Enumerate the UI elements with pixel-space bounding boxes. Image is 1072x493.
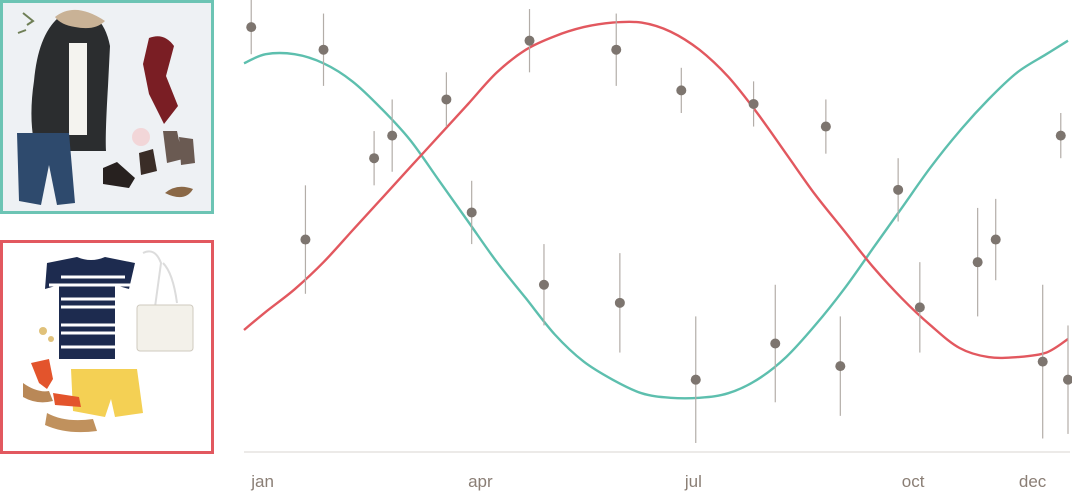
point-marker xyxy=(676,85,687,96)
data-point xyxy=(441,72,452,127)
summer-outfit-icon xyxy=(3,243,211,451)
point-marker xyxy=(387,130,398,141)
point-marker xyxy=(246,22,257,33)
data-point xyxy=(524,9,535,73)
data-point xyxy=(387,99,398,172)
winter-outfit-icon xyxy=(3,3,211,211)
data-point xyxy=(1055,113,1066,159)
data-point xyxy=(246,0,257,55)
points-layer xyxy=(246,0,1072,443)
point-marker xyxy=(614,297,625,308)
point-marker xyxy=(1063,374,1072,385)
point-marker xyxy=(835,361,846,372)
data-point xyxy=(990,198,1001,281)
point-marker xyxy=(1037,356,1048,367)
series-layer xyxy=(243,20,1069,400)
point-marker xyxy=(990,234,1001,245)
x-tick-label: apr xyxy=(468,472,493,491)
winter-outfit-panel xyxy=(0,0,214,214)
data-point xyxy=(466,180,477,245)
point-marker xyxy=(820,121,831,132)
point-marker xyxy=(318,44,329,55)
data-point xyxy=(369,131,380,186)
x-tick-label: dec xyxy=(1019,472,1047,491)
point-marker xyxy=(893,184,904,195)
data-point xyxy=(914,262,925,353)
x-tick-label: jul xyxy=(684,472,702,491)
point-marker xyxy=(441,94,452,105)
series-line-2 xyxy=(243,20,1069,360)
point-marker xyxy=(524,35,535,46)
point-marker xyxy=(1055,130,1066,141)
point-marker xyxy=(538,279,549,290)
point-marker xyxy=(369,153,380,164)
data-point xyxy=(538,244,549,326)
data-point xyxy=(835,316,846,416)
point-marker xyxy=(748,98,759,109)
data-point xyxy=(676,67,687,113)
data-point xyxy=(1063,325,1072,434)
data-point xyxy=(300,185,311,294)
summer-outfit-panel xyxy=(0,240,214,454)
point-marker xyxy=(300,234,311,245)
series-line-1 xyxy=(243,39,1069,400)
data-point xyxy=(972,207,983,317)
data-point xyxy=(614,253,625,353)
point-marker xyxy=(972,257,983,268)
x-tick-label: jan xyxy=(250,472,274,491)
data-point xyxy=(690,316,701,443)
x-tick-label: oct xyxy=(902,472,925,491)
data-point xyxy=(893,158,904,222)
data-point xyxy=(1037,284,1048,439)
data-point xyxy=(748,81,759,127)
data-point xyxy=(611,13,622,86)
point-marker xyxy=(611,44,622,55)
data-point xyxy=(820,99,831,154)
point-marker xyxy=(466,207,477,218)
point-marker xyxy=(770,338,781,349)
point-marker xyxy=(690,374,701,385)
x-axis-ticks: jan apr jul oct dec xyxy=(250,472,1047,491)
point-marker xyxy=(914,302,925,313)
data-point xyxy=(318,13,329,86)
data-point xyxy=(770,284,781,403)
